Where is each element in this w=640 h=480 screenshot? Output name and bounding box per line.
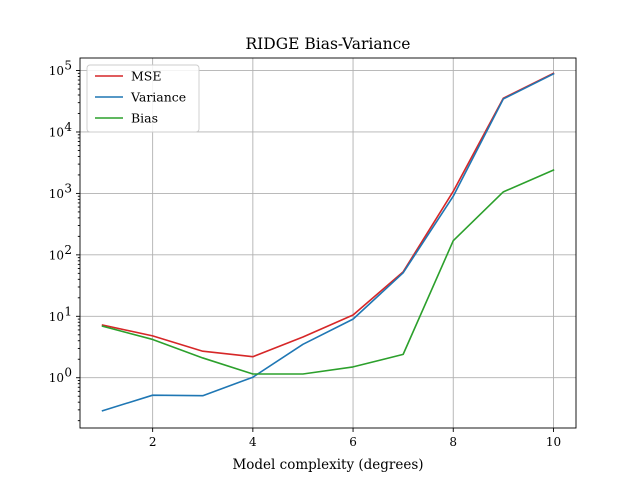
y-tick-label: 10 xyxy=(49,371,64,385)
y-tick-exponent: 3 xyxy=(64,181,72,195)
y-tick-label: 10 xyxy=(49,248,64,262)
legend-label: Bias xyxy=(131,111,158,126)
y-tick-exponent: 2 xyxy=(64,243,72,257)
y-tick-label: 10 xyxy=(49,187,64,201)
x-tick-label: 10 xyxy=(546,435,561,449)
y-tick-label: 10 xyxy=(49,310,64,324)
y-tick-exponent: 4 xyxy=(64,120,72,134)
y-tick-label: 10 xyxy=(49,125,64,139)
x-tick-label: 4 xyxy=(249,435,257,449)
legend: MSE Variance Bias xyxy=(86,64,200,133)
x-tick-label: 6 xyxy=(349,435,357,449)
series-layer xyxy=(101,72,555,412)
grid-layer xyxy=(80,58,576,428)
y-tick-exponent: 0 xyxy=(64,366,72,380)
y-tick-exponent: 1 xyxy=(64,304,72,318)
x-tick-label: 8 xyxy=(449,435,457,449)
y-tick-exponent: 5 xyxy=(64,59,72,73)
y-tick-label: 10 xyxy=(49,64,64,78)
legend-label: MSE xyxy=(131,69,162,84)
x-axis-label: Model complexity (degrees) xyxy=(232,457,423,473)
series-line-mse xyxy=(101,72,555,358)
plot-frame xyxy=(79,57,577,429)
legend-label: Variance xyxy=(130,90,186,105)
series-line-bias xyxy=(101,169,555,375)
chart-title: RIDGE Bias-Variance xyxy=(246,35,411,53)
x-tick-label: 2 xyxy=(149,435,157,449)
legend-box xyxy=(86,64,200,133)
series-line-variance xyxy=(101,72,555,412)
